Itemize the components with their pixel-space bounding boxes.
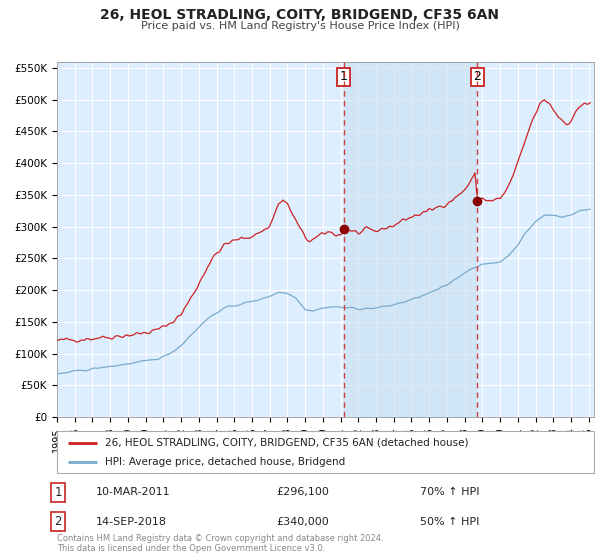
Text: 2: 2 <box>55 515 62 529</box>
Text: £340,000: £340,000 <box>276 517 329 527</box>
Text: Contains HM Land Registry data © Crown copyright and database right 2024.
This d: Contains HM Land Registry data © Crown c… <box>57 534 383 553</box>
Text: 26, HEOL STRADLING, COITY, BRIDGEND, CF35 6AN (detached house): 26, HEOL STRADLING, COITY, BRIDGEND, CF3… <box>106 437 469 447</box>
Text: 50% ↑ HPI: 50% ↑ HPI <box>420 517 479 527</box>
Text: £296,100: £296,100 <box>276 487 329 497</box>
Text: 70% ↑ HPI: 70% ↑ HPI <box>420 487 479 497</box>
Text: 2: 2 <box>473 71 481 83</box>
Text: 14-SEP-2018: 14-SEP-2018 <box>96 517 167 527</box>
Text: 1: 1 <box>340 71 348 83</box>
Text: 1: 1 <box>55 486 62 499</box>
Text: 26, HEOL STRADLING, COITY, BRIDGEND, CF35 6AN: 26, HEOL STRADLING, COITY, BRIDGEND, CF3… <box>101 8 499 22</box>
Text: HPI: Average price, detached house, Bridgend: HPI: Average price, detached house, Brid… <box>106 457 346 467</box>
Text: Price paid vs. HM Land Registry's House Price Index (HPI): Price paid vs. HM Land Registry's House … <box>140 21 460 31</box>
Text: 10-MAR-2011: 10-MAR-2011 <box>96 487 170 497</box>
Bar <box>344 62 477 417</box>
